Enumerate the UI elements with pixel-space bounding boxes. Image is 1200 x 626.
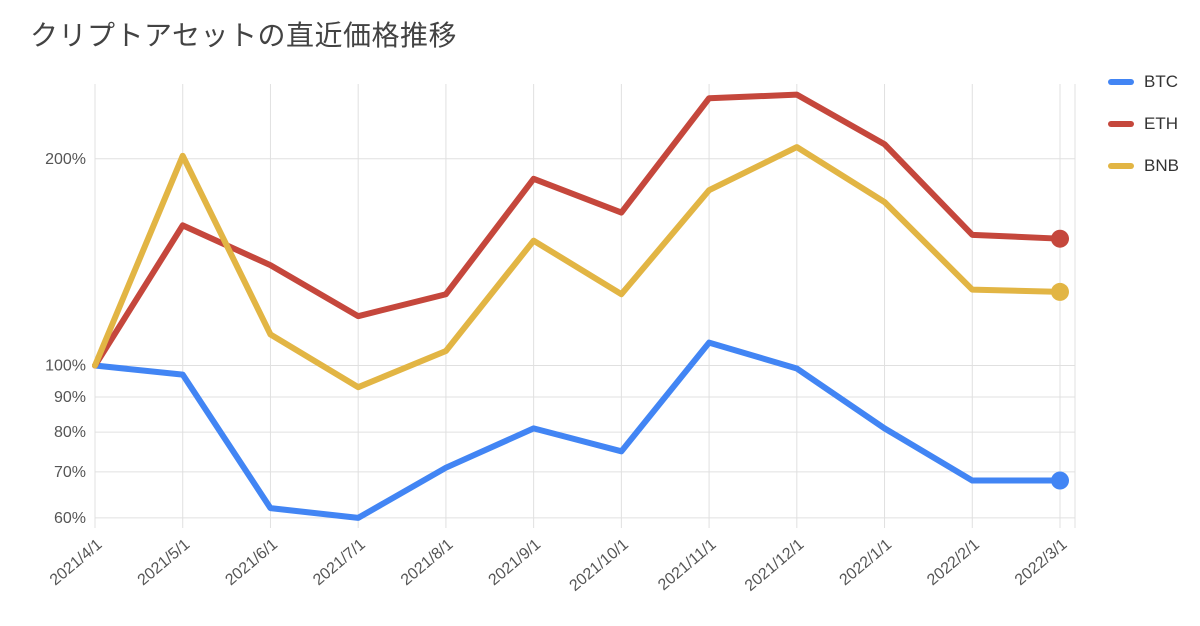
legend-label: ETH	[1144, 114, 1178, 133]
y-axis-label: 80%	[54, 424, 86, 441]
legend-item-btc[interactable]: BTC	[1108, 72, 1179, 92]
y-axis-label: 70%	[54, 464, 86, 481]
y-axis-label: 60%	[54, 510, 86, 527]
series-line-eth	[92, 91, 1063, 369]
legend-swatch-eth	[1108, 121, 1134, 127]
x-axis-label: 2021/10/1	[566, 536, 632, 595]
chart-title: クリプトアセットの直近価格推移	[30, 20, 457, 51]
legend-label: BNB	[1144, 156, 1179, 175]
chart-legend: BTC ETH BNB	[1108, 72, 1179, 176]
series-line-bnb	[92, 144, 1063, 391]
x-axis-label: 2021/12/1	[742, 536, 808, 595]
x-axis-label: 2021/9/1	[486, 536, 545, 589]
x-axis-label: 2021/4/1	[47, 536, 106, 589]
x-axis-label: 2022/2/1	[924, 536, 983, 589]
x-axis-label: 2021/7/1	[310, 536, 369, 589]
x-axis-label: 2021/6/1	[222, 536, 281, 589]
series-endpoint-btc	[1051, 471, 1069, 490]
legend-swatch-btc	[1108, 79, 1134, 85]
legend-item-bnb[interactable]: BNB	[1108, 156, 1179, 176]
x-axis-label: 2021/5/1	[135, 536, 194, 589]
legend-label: BTC	[1144, 72, 1178, 91]
series-endpoint-eth	[1051, 229, 1069, 248]
legend-swatch-bnb	[1108, 163, 1134, 169]
y-axis-label: 90%	[54, 389, 86, 406]
series-line-btc	[92, 339, 1063, 521]
x-axis-label: 2021/8/1	[398, 536, 457, 589]
y-axis-label: 100%	[45, 358, 86, 375]
x-axis-label: 2021/11/1	[655, 536, 720, 594]
series-endpoint-bnb	[1051, 282, 1069, 301]
legend-item-eth[interactable]: ETH	[1108, 114, 1179, 134]
x-axis-label: 2022/1/1	[836, 536, 895, 589]
x-axis-label: 2022/3/1	[1012, 536, 1071, 589]
y-axis-label: 200%	[45, 151, 86, 168]
